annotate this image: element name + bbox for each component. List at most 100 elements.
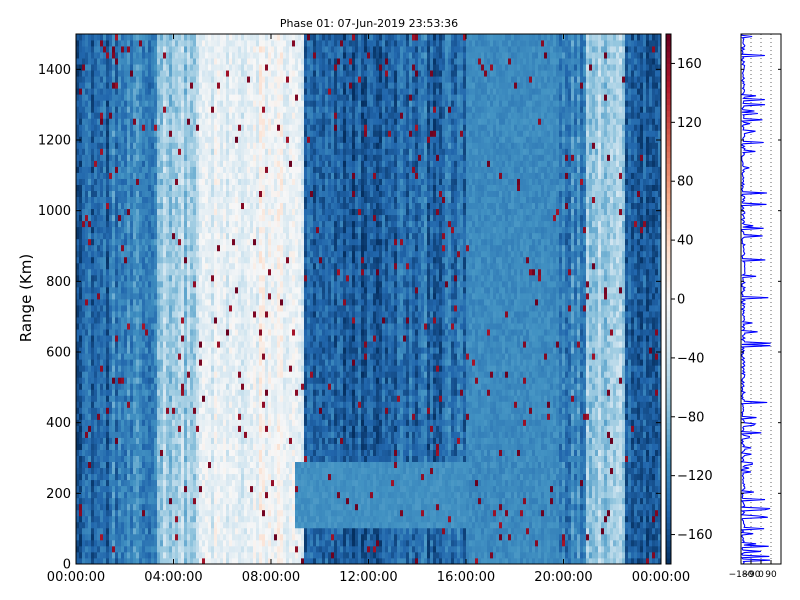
heatmap-cell	[124, 154, 128, 161]
heatmap-cell	[160, 190, 164, 198]
heatmap-cell	[172, 46, 176, 53]
heatmap-cell	[94, 250, 98, 258]
heatmap-cell	[175, 413, 179, 420]
heatmap-cell	[169, 323, 173, 330]
heatmap-cell	[205, 232, 209, 240]
heatmap-cell	[106, 311, 110, 318]
heatmap-cell	[217, 196, 221, 204]
heatmap-cell	[133, 280, 137, 288]
heatmap-cell	[100, 232, 104, 240]
heatmap-cell	[190, 94, 194, 101]
heatmap-cell	[133, 286, 137, 294]
heatmap-cell	[112, 202, 116, 210]
heatmap-cell	[148, 341, 152, 348]
heatmap-cell	[142, 377, 146, 384]
heatmap-cell	[76, 82, 80, 89]
heatmap-cell	[121, 527, 125, 535]
heatmap-cell	[208, 208, 212, 216]
heatmap-cell	[208, 58, 212, 65]
heatmap-cell	[82, 208, 86, 216]
heatmap-cell	[115, 190, 119, 198]
heatmap-cell	[169, 377, 173, 384]
heatmap-cell	[145, 491, 149, 499]
heatmap-cell	[166, 118, 170, 125]
heatmap-cell	[148, 485, 152, 493]
heatmap-cell	[226, 88, 230, 95]
heatmap-cell	[199, 491, 203, 499]
heatmap-cell	[211, 58, 215, 65]
heatmap-cell	[145, 208, 149, 216]
heatmap-cell	[115, 533, 119, 541]
heatmap-cell	[229, 124, 233, 131]
heatmap-cell	[190, 359, 194, 366]
heatmap-cell	[232, 226, 236, 234]
heatmap-cell	[112, 305, 116, 312]
heatmap-cell	[139, 557, 143, 565]
heatmap-cell	[148, 413, 152, 420]
heatmap-cell	[127, 401, 131, 408]
heatmap-cell	[157, 305, 161, 312]
heatmap-cell	[76, 76, 80, 83]
heatmap-cell	[229, 497, 233, 505]
heatmap-cell	[196, 88, 200, 95]
heatmap-cell	[100, 40, 104, 47]
heatmap-cell	[235, 371, 239, 378]
heatmap-cell	[184, 82, 188, 89]
heatmap-cell	[106, 551, 110, 559]
heatmap-cell	[235, 100, 239, 107]
heatmap-cell	[244, 280, 248, 288]
heatmap-cell	[187, 353, 191, 360]
heatmap-cell	[127, 184, 131, 191]
heatmap-cell	[145, 226, 149, 234]
heatmap-cell	[91, 46, 95, 53]
heatmap-cell	[154, 419, 158, 426]
heatmap-cell	[124, 503, 128, 511]
heatmap-cell	[94, 274, 98, 282]
heatmap-cell	[124, 545, 128, 553]
heatmap-cell	[160, 521, 164, 529]
heatmap-cell	[181, 244, 185, 252]
heatmap-cell	[229, 118, 233, 125]
heatmap-cell	[244, 527, 248, 535]
heatmap-cell	[196, 244, 200, 252]
heatmap-cell	[220, 46, 224, 53]
heatmap-cell	[175, 299, 179, 306]
heatmap-cell	[157, 142, 161, 149]
heatmap-cell	[220, 112, 224, 119]
heatmap-cell	[172, 377, 176, 384]
heatmap-cell	[160, 262, 164, 270]
heatmap-cell	[241, 371, 245, 378]
heatmap-cell	[208, 136, 212, 143]
heatmap-cell	[133, 419, 137, 426]
heatmap-cell	[148, 551, 152, 559]
heatmap-cell	[187, 196, 191, 204]
heatmap-cell	[94, 407, 98, 414]
heatmap-cell	[196, 539, 200, 547]
heatmap-cell	[175, 527, 179, 535]
heatmap-cell	[109, 311, 113, 318]
heatmap-cell	[163, 497, 167, 505]
heatmap-cell	[229, 58, 233, 65]
heatmap-cell	[139, 292, 143, 300]
heatmap-cell	[106, 539, 110, 547]
heatmap-cell	[106, 359, 110, 366]
heatmap-cell	[103, 347, 107, 354]
heatmap-cell	[109, 335, 113, 342]
heatmap-cell	[94, 70, 98, 77]
heatmap-cell	[229, 473, 233, 481]
heatmap-cell	[172, 419, 176, 426]
heatmap-cell	[79, 274, 83, 282]
heatmap-cell	[184, 148, 188, 155]
heatmap-cell	[193, 220, 197, 228]
heatmap-cell	[82, 34, 86, 41]
heatmap-cell	[94, 455, 98, 463]
heatmap-cell	[166, 166, 170, 173]
heatmap-cell	[241, 136, 245, 143]
heatmap-cell	[175, 130, 179, 137]
heatmap-cell	[223, 449, 227, 456]
heatmap-cell	[223, 262, 227, 270]
heatmap-cell	[85, 208, 89, 216]
heatmap-cell	[235, 196, 239, 204]
heatmap-cell	[187, 401, 191, 408]
heatmap-cell	[229, 256, 233, 264]
